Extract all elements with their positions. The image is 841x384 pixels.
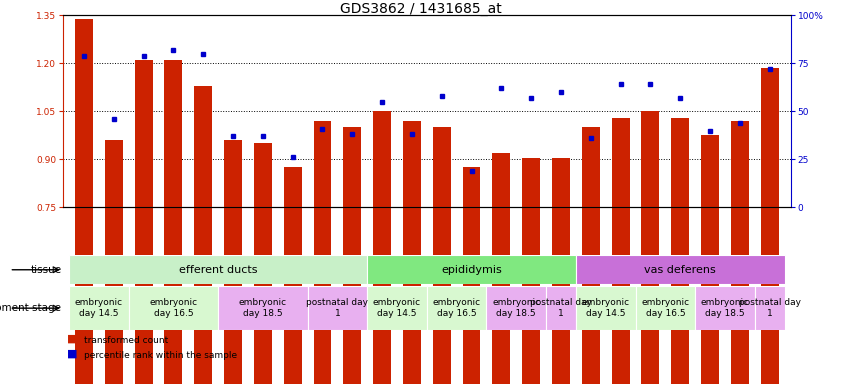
Bar (105, 140, 123, 384)
Text: transformed count: transformed count (84, 336, 168, 345)
Bar (135, 60, 152, 384)
Text: embryonic
day 16.5: embryonic day 16.5 (150, 298, 198, 318)
Bar (433, 127, 451, 384)
Bar (522, 158, 540, 384)
Bar (403, 121, 420, 384)
Text: embryonic
day 14.5: embryonic day 14.5 (582, 298, 630, 318)
Bar (218, 286, 308, 330)
Bar (75, 18, 93, 384)
Bar (368, 255, 576, 284)
Bar (761, 68, 779, 384)
Text: postnatal day
1: postnatal day 1 (738, 298, 801, 318)
Bar (254, 143, 272, 384)
Text: embryonic
day 14.5: embryonic day 14.5 (75, 298, 123, 318)
Bar (611, 118, 630, 384)
Bar (731, 121, 748, 384)
Text: embryonic
day 14.5: embryonic day 14.5 (373, 298, 421, 318)
Bar (582, 127, 600, 384)
Bar (343, 127, 362, 384)
Text: postnatal day
1: postnatal day 1 (530, 298, 592, 318)
Bar (576, 286, 636, 330)
Text: tissue: tissue (30, 265, 61, 275)
Bar (546, 286, 576, 330)
Bar (314, 121, 331, 384)
Bar (69, 286, 129, 330)
Bar (283, 167, 302, 384)
Bar (636, 286, 696, 330)
Bar (165, 60, 182, 384)
Bar (576, 255, 785, 284)
Text: vas deferens: vas deferens (644, 265, 716, 275)
Bar (552, 158, 570, 384)
Text: efferent ducts: efferent ducts (179, 265, 257, 275)
Text: ■: ■ (67, 334, 77, 344)
Bar (129, 286, 218, 330)
Text: embryonic
day 18.5: embryonic day 18.5 (701, 298, 749, 318)
Text: GDS3862 / 1431685_at: GDS3862 / 1431685_at (340, 2, 501, 16)
Bar (426, 286, 486, 330)
Bar (754, 286, 785, 330)
Text: postnatal day
1: postnatal day 1 (306, 298, 368, 318)
Bar (696, 286, 754, 330)
Bar (486, 286, 546, 330)
Bar (308, 286, 368, 330)
Bar (373, 111, 391, 384)
Bar (701, 136, 719, 384)
Bar (671, 118, 689, 384)
Text: embryonic
day 18.5: embryonic day 18.5 (239, 298, 287, 318)
Text: percentile rank within the sample: percentile rank within the sample (84, 351, 237, 360)
Text: embryonic
day 16.5: embryonic day 16.5 (641, 298, 690, 318)
Bar (463, 167, 480, 384)
Text: embryonic
day 18.5: embryonic day 18.5 (492, 298, 540, 318)
Bar (492, 153, 510, 384)
Bar (194, 86, 212, 384)
Text: ■: ■ (67, 349, 77, 359)
Text: development stage: development stage (0, 303, 61, 313)
Bar (69, 255, 368, 284)
Text: epididymis: epididymis (442, 265, 502, 275)
Bar (368, 286, 426, 330)
Bar (642, 111, 659, 384)
Bar (224, 140, 242, 384)
Text: embryonic
day 16.5: embryonic day 16.5 (432, 298, 481, 318)
